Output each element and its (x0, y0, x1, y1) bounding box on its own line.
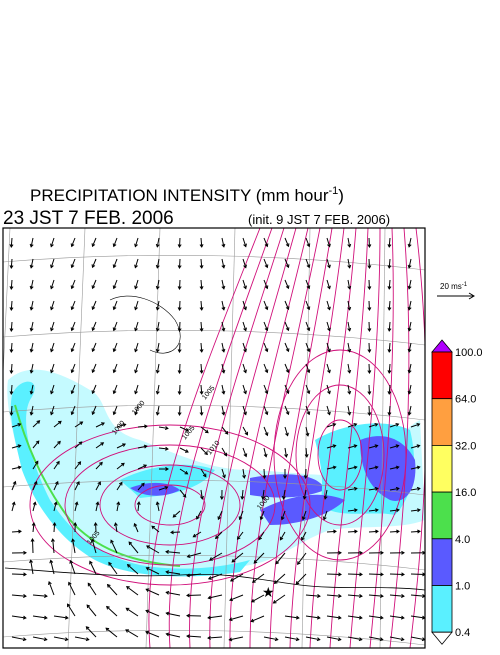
init-time: (init. 9 JST 7 FEB. 2006) (248, 212, 390, 227)
colorbar-band (432, 352, 452, 399)
colorbar-tick-label: 100.0 (455, 347, 483, 359)
colorbar-band (432, 539, 452, 586)
wind-scale-exp: -1 (462, 282, 468, 288)
wind-scale-text: 20 ms (440, 282, 462, 291)
title-exp: -1 (328, 185, 338, 197)
colorbar-tick-label: 1.0 (455, 581, 470, 593)
colorbar-tick-label: 4.0 (455, 534, 470, 546)
title-end: ) (338, 186, 344, 205)
colorbar-band (432, 445, 452, 492)
colorbar-under (432, 632, 452, 644)
title-main: PRECIPITATION INTENSITY (mm hour (30, 186, 329, 205)
colorbar-band (432, 492, 452, 539)
station-marker: ★ (262, 584, 275, 600)
colorbar-tick-label: 0.4 (455, 627, 470, 639)
colorbar-over (432, 340, 452, 352)
colorbar: 100.0 64.0 32.0 16.0 4.0 1.0 0.4 (432, 340, 483, 644)
colorbar-tick-label: 32.0 (455, 440, 476, 452)
colorbar-band (432, 586, 452, 633)
valid-time: 23 JST 7 FEB. 2006 (3, 208, 174, 229)
wind-scale-label: 20 ms-1 (440, 282, 468, 291)
title: PRECIPITATION INTENSITY (mm hour-1) (30, 185, 344, 205)
colorbar-tick-label: 16.0 (455, 487, 476, 499)
colorbar-band (432, 399, 452, 446)
wind-arrow (32, 539, 33, 553)
colorbar-tick-label: 64.0 (455, 394, 476, 406)
